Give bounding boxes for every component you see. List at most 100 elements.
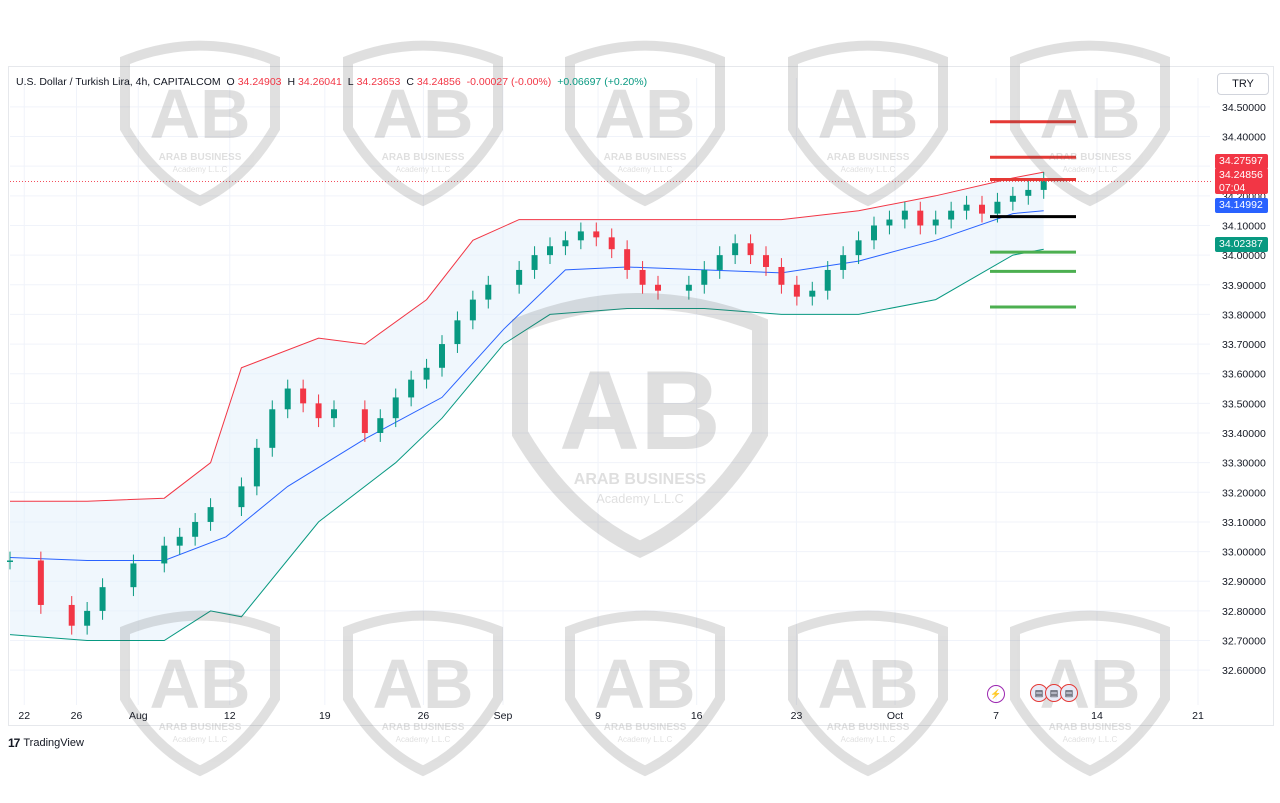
us-flag-icon[interactable]: ▤ <box>1060 684 1078 702</box>
watermark-subtext: Academy L.L.C <box>173 735 228 744</box>
candle-body <box>716 255 723 270</box>
candle-body <box>778 266 785 285</box>
x-tick-label: Sep <box>494 710 513 722</box>
high-value: 34.26041 <box>298 76 342 88</box>
close-value: 34.24856 <box>416 76 461 88</box>
candle-body <box>763 255 769 267</box>
watermark-shield-outline <box>1010 40 1170 207</box>
watermark-shield-outline <box>565 610 725 777</box>
x-tick-label: 14 <box>1091 710 1103 722</box>
watermark-text: ARAB BUSINESS <box>1049 722 1132 733</box>
candle-body <box>408 379 415 398</box>
watermark-shield-outline <box>120 40 280 207</box>
y-tick-label: 33.40000 <box>1222 428 1266 440</box>
candle-body <box>485 284 492 300</box>
tradingview-mark-icon: 17 <box>8 736 20 750</box>
watermark-subtext: Academy L.L.C <box>396 165 451 174</box>
watermark-subtext: Academy L.L.C <box>596 491 684 506</box>
candle-body <box>963 204 970 211</box>
watermark-logo-letters: AB <box>372 645 473 723</box>
currency-button[interactable]: TRY <box>1217 73 1269 95</box>
candle-body <box>871 225 877 241</box>
symbol-title[interactable]: U.S. Dollar / Turkish Lira, 4h, CAPITALC… <box>16 76 221 88</box>
watermark-logo-letters: AB <box>372 75 473 153</box>
candle-body <box>531 255 538 270</box>
candle-body <box>238 486 245 508</box>
close-label: C <box>406 76 414 88</box>
candle-body <box>685 284 692 291</box>
candle-body <box>840 255 847 270</box>
watermark-subtext: Academy L.L.C <box>841 735 896 744</box>
watermark-text: ARAB BUSINESS <box>604 722 687 733</box>
candle-body <box>979 204 985 214</box>
candle-body <box>99 587 106 611</box>
watermark-subtext: Academy L.L.C <box>396 735 451 744</box>
watermark-subtext: Academy L.L.C <box>173 165 228 174</box>
candle-body <box>1009 195 1016 202</box>
watermark-subtext: Academy L.L.C <box>1063 165 1118 174</box>
y-tick-label: 34.00000 <box>1222 250 1266 262</box>
candle-body <box>454 320 461 345</box>
price-tag-upper: 34.27597 <box>1215 154 1268 169</box>
x-tick-label: 23 <box>791 710 803 722</box>
x-tick-label: 9 <box>595 710 601 722</box>
candle-body <box>824 269 831 291</box>
candle-body <box>161 545 168 564</box>
candle-body <box>176 536 183 546</box>
candle-body <box>269 409 276 448</box>
bar-countdown: 07:04 <box>1219 182 1246 194</box>
candle-body <box>1025 189 1032 196</box>
watermark-text: ARAB BUSINESS <box>159 722 242 733</box>
lightning-icon[interactable]: ⚡ <box>987 685 1005 703</box>
watermark-logo-letters: AB <box>149 75 250 153</box>
y-tick-label: 33.10000 <box>1222 517 1266 529</box>
bollinger-band-fill <box>10 172 1044 641</box>
candle-body <box>917 210 924 226</box>
candle-body <box>809 290 816 297</box>
x-tick-label: 26 <box>71 710 83 722</box>
x-tick-label: Aug <box>129 710 148 722</box>
y-tick-label: 33.90000 <box>1222 280 1266 292</box>
y-tick-label: 34.10000 <box>1222 220 1266 232</box>
y-tick-label: 33.20000 <box>1222 487 1266 499</box>
us-flag-icon[interactable]: ▤ <box>1030 684 1048 702</box>
candle-body <box>7 560 13 562</box>
candle-body <box>701 269 708 285</box>
candle-body <box>68 604 75 626</box>
candle-body <box>423 367 430 380</box>
price-tag-lower: 34.02387 <box>1215 237 1268 252</box>
y-tick-label: 32.60000 <box>1222 665 1266 677</box>
candle-body <box>1040 181 1047 190</box>
y-tick-label: 32.90000 <box>1222 576 1266 588</box>
chart-area[interactable] <box>8 66 1274 726</box>
open-label: O <box>226 76 235 88</box>
candle-body <box>516 269 523 285</box>
candle-body <box>284 388 291 410</box>
candle-body <box>377 418 384 434</box>
current-price: 34.24856 <box>1219 169 1263 181</box>
price-tag-current: 34.24856 07:04 <box>1215 168 1268 194</box>
x-tick-label: 21 <box>1192 710 1204 722</box>
x-tick-label: 22 <box>18 710 30 722</box>
tradingview-logo[interactable]: 17 TradingView <box>8 736 84 750</box>
watermark-text: ARAB BUSINESS <box>574 471 707 488</box>
candle-body <box>547 246 553 256</box>
watermark-shield-outline <box>788 40 948 207</box>
candle-body <box>901 210 908 220</box>
watermark-logo-letters: AB <box>1039 75 1140 153</box>
watermark-logo-letters: AB <box>559 348 721 473</box>
candle-body <box>608 237 615 250</box>
candle-body <box>37 560 44 605</box>
y-tick-label: 33.00000 <box>1222 547 1266 559</box>
candle-body <box>932 219 939 226</box>
y-tick-label: 33.80000 <box>1222 309 1266 321</box>
bollinger-lower-line <box>9 248 1044 641</box>
watermark-text: ARAB BUSINESS <box>1049 152 1132 163</box>
